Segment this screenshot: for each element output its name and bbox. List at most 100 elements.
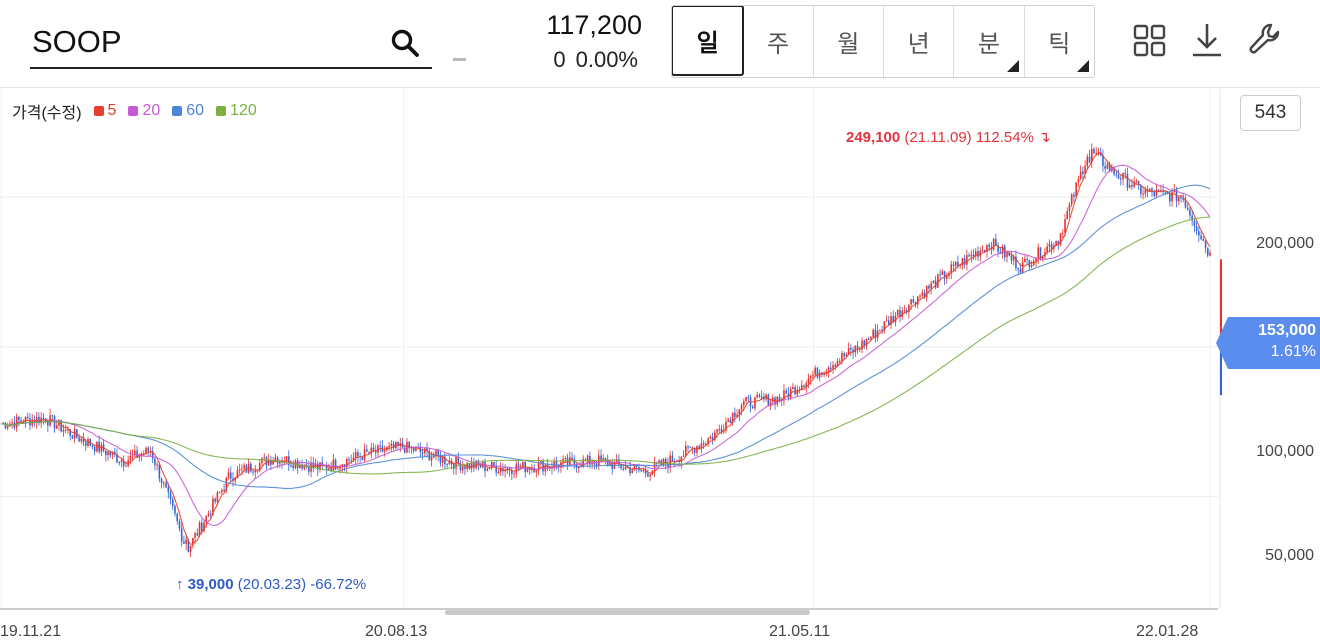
candle-body: [488, 468, 491, 470]
candle-body: [171, 499, 174, 507]
candle-body: [196, 533, 199, 536]
period-button[interactable]: 년: [883, 6, 955, 77]
candle-body: [709, 436, 712, 439]
period-button[interactable]: 월: [813, 6, 884, 77]
candle-body: [1090, 148, 1093, 163]
candle-body: [885, 320, 888, 322]
search-input[interactable]: [32, 22, 372, 62]
period-button[interactable]: 일: [672, 6, 745, 76]
candle-body: [1017, 268, 1019, 270]
candle-body: [941, 271, 944, 275]
candle-body: [252, 471, 254, 473]
candle-body: [1012, 256, 1015, 261]
candle-body: [899, 309, 901, 317]
candle-body: [154, 458, 156, 465]
legend-swatch: [216, 106, 227, 116]
period-button[interactable]: 분: [954, 6, 1025, 77]
candle-body: [464, 466, 466, 470]
candle-body: [408, 441, 411, 448]
candle-body: [972, 254, 975, 257]
candle-body: [305, 464, 308, 466]
candle-body: [176, 513, 179, 522]
candle-body: [685, 446, 687, 456]
low-annotation: ↑ 39,000 (20.03.23) -66.72%: [176, 576, 366, 593]
legend-item[interactable]: 20: [128, 102, 160, 120]
chart-scrollbar[interactable]: [445, 610, 810, 615]
candle-body: [689, 446, 692, 449]
candle-body: [203, 522, 205, 532]
legend-item[interactable]: 60: [172, 102, 204, 120]
candle-body: [758, 394, 761, 397]
candle-count-box[interactable]: 543: [1240, 95, 1301, 131]
candle-body: [707, 438, 709, 444]
candle-body: [145, 447, 147, 454]
candle-body: [290, 465, 292, 467]
candle-body: [896, 309, 899, 316]
candle-body: [292, 465, 295, 469]
candle-body: [151, 451, 154, 459]
candle-body: [609, 462, 611, 466]
candle-body: [959, 265, 961, 267]
candle-body: [312, 462, 315, 467]
candle-body: [1113, 166, 1115, 175]
candle-body: [236, 470, 239, 479]
candle-body: [961, 258, 964, 266]
price-chart[interactable]: 가격(수정) 5 20 60 120 543 200,000 100,000 50,0…: [0, 89, 1320, 641]
candle-body: [163, 482, 165, 484]
candle-body: [807, 378, 810, 384]
candle-body: [169, 492, 172, 500]
period-label: 분: [977, 31, 1001, 58]
candle-body: [138, 455, 141, 458]
candle-body: [803, 385, 805, 388]
candle-body: [522, 461, 524, 467]
candle-body: [838, 361, 841, 363]
candle-body: [1135, 180, 1138, 182]
ma-line-20: [0, 164, 1211, 526]
dash-separator: [453, 58, 466, 61]
x-tick-label: 20.08.13: [365, 623, 428, 640]
period-button[interactable]: 주: [743, 6, 814, 77]
candle-body: [55, 425, 58, 429]
candle-body: [390, 443, 393, 446]
wrench-icon[interactable]: [1247, 20, 1281, 60]
candle-body: [981, 249, 984, 251]
legend-item[interactable]: 5: [93, 102, 116, 120]
period-button[interactable]: 틱: [1024, 6, 1094, 77]
chart-canvas[interactable]: [0, 89, 1320, 641]
candle-body: [187, 539, 190, 552]
candle-body: [51, 415, 54, 417]
candle-body: [794, 387, 796, 395]
candle-body: [1198, 231, 1200, 236]
current-price-tag: 153,000 1.61%: [1216, 317, 1320, 369]
candle-body: [792, 387, 794, 389]
grid-icon[interactable]: [1133, 20, 1167, 60]
high-pct: 112.54%: [975, 129, 1034, 146]
candle-body: [827, 367, 830, 372]
candle-body: [1126, 173, 1129, 188]
candle-body: [823, 372, 825, 375]
legend-item[interactable]: 120: [216, 102, 257, 120]
candle-body: [1144, 189, 1147, 194]
candle-body: [325, 465, 328, 470]
current-price: 117,200: [546, 10, 642, 40]
candle-body: [908, 304, 910, 313]
candle-body: [903, 310, 906, 312]
candle-body: [1019, 269, 1022, 273]
candle-body: [925, 285, 928, 298]
candle-body: [816, 367, 819, 378]
candle-body: [285, 456, 288, 463]
candle-body: [702, 443, 705, 445]
search-icon[interactable]: [390, 28, 420, 58]
candle-body: [258, 463, 261, 471]
candle-body: [388, 445, 390, 448]
download-icon[interactable]: [1190, 20, 1224, 60]
candle-body: [912, 299, 915, 303]
candle-body: [386, 447, 388, 451]
candle-body: [783, 390, 785, 401]
candle-body: [928, 285, 930, 289]
candle-body: [87, 438, 89, 446]
candle-body: [916, 296, 919, 305]
candle-body: [1024, 258, 1026, 263]
low-pct: -66.72%: [310, 576, 367, 593]
candle-body: [778, 396, 781, 400]
